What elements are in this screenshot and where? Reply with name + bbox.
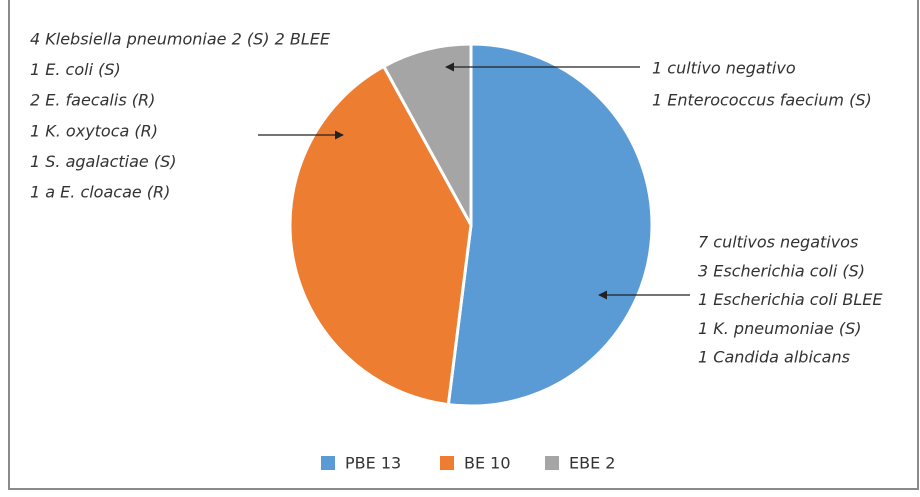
annotation-line: 1 a E. cloacae (R)	[30, 183, 170, 202]
annotation-line: 1 cultivo negativo	[652, 59, 796, 78]
annotation-line: 1 Enterococcus faecium (S)	[652, 91, 872, 110]
pie-slice	[288, 64, 473, 407]
annotation-line: 1 E. coli (S)	[30, 60, 121, 79]
annotation-line: 2 E. faecalis (R)	[30, 91, 155, 110]
legend-swatch	[545, 456, 559, 470]
pie-slice	[381, 42, 473, 226]
annotation-line: 1 K. pneumoniae (S)	[698, 319, 862, 338]
pie-slice	[446, 42, 654, 408]
annotation-line: 4 Klebsiella pneumoniae 2 (S) 2 BLEE	[30, 30, 331, 49]
annotation-line: 1 K. oxytoca (R)	[30, 121, 158, 140]
legend-swatch	[321, 456, 335, 470]
legend-swatch	[440, 456, 454, 470]
annotation-line: 1 S. agalactiae (S)	[30, 152, 177, 171]
legend-label: BE 10	[464, 454, 511, 473]
legend-label: PBE 13	[345, 454, 401, 473]
pie	[288, 42, 654, 408]
annotation-line: 1 Candida albicans	[698, 348, 850, 367]
legend-label: EBE 2	[569, 454, 615, 473]
annotation-line: 3 Escherichia coli (S)	[698, 261, 865, 280]
annotation-line: 7 cultivos negativos	[698, 233, 858, 252]
annotation-line: 1 Escherichia coli BLEE	[698, 290, 883, 309]
